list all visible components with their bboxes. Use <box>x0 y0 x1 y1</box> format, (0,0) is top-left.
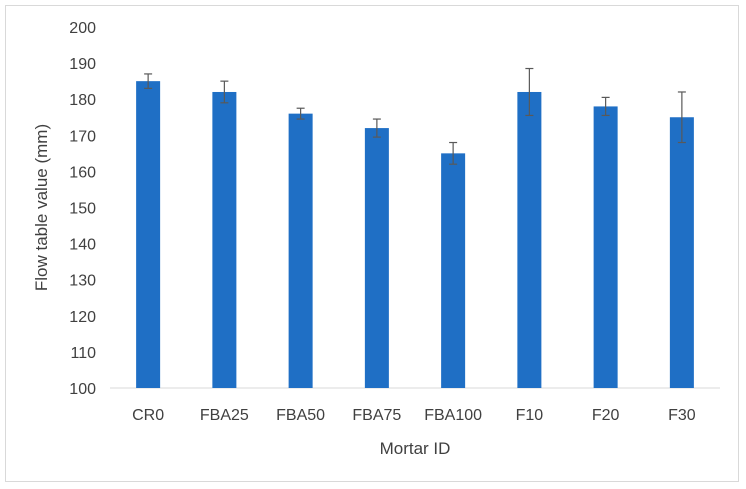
y-tick-label: 160 <box>69 164 96 181</box>
x-axis-title: Mortar ID <box>380 439 451 458</box>
x-axis-tick-labels: CR0 FBA25 FBA50 FBA75 FBA100 F10 F20 F30 <box>132 407 696 424</box>
bar-fba50 <box>288 113 313 388</box>
y-tick-label: 200 <box>69 20 96 37</box>
error-bar-fba100 <box>449 141 458 165</box>
y-tick-label: 150 <box>69 201 96 218</box>
error-bar-fba50 <box>296 107 305 120</box>
error-bar-fba75 <box>372 118 381 138</box>
error-bar-f20 <box>601 96 610 117</box>
x-tick-label: FBA50 <box>276 407 325 424</box>
bar-f20 <box>593 106 618 389</box>
x-tick-label: FBA25 <box>200 407 249 424</box>
y-tick-label: 120 <box>69 309 96 326</box>
bar-f30 <box>669 117 694 388</box>
bar-cr0 <box>136 81 161 389</box>
y-tick-label: 180 <box>69 92 96 109</box>
bars <box>136 81 694 389</box>
error-bar-f10 <box>525 67 534 117</box>
x-tick-label: F10 <box>516 407 544 424</box>
error-bar-f30 <box>677 91 686 144</box>
y-tick-label: 170 <box>69 128 96 145</box>
y-tick-label: 130 <box>69 273 96 290</box>
x-tick-label: FBA100 <box>424 407 482 424</box>
bar-fba25 <box>212 91 237 388</box>
y-axis-tick-labels: 100 110 120 130 140 150 160 170 180 190 200 <box>69 20 96 398</box>
y-axis-title: Flow table value (mm) <box>32 124 51 291</box>
x-tick-label: F30 <box>668 407 696 424</box>
y-tick-label: 100 <box>69 381 96 398</box>
x-tick-label: FBA75 <box>352 407 401 424</box>
error-bar-cr0 <box>144 73 153 89</box>
error-bar-fba25 <box>220 80 229 104</box>
y-tick-label: 190 <box>69 56 96 73</box>
y-tick-label: 140 <box>69 237 96 254</box>
x-tick-label: F20 <box>592 407 620 424</box>
y-tick-label: 110 <box>70 345 96 362</box>
error-bars <box>144 67 686 165</box>
bar-fba100 <box>441 153 466 388</box>
bar-f10 <box>517 91 542 388</box>
x-tick-label: CR0 <box>132 407 164 424</box>
bar-fba75 <box>364 128 389 388</box>
